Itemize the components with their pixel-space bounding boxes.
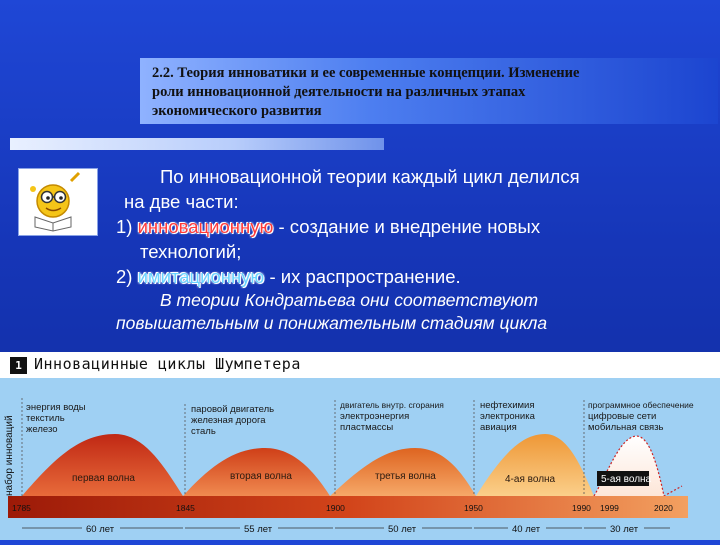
decorative-gradient-line [10, 138, 384, 150]
wave-3-label: третья волна [375, 471, 436, 482]
wave-3-area [330, 448, 476, 496]
wave-2-innovation-1: паровой двигатель [191, 404, 274, 415]
list-item-1-text: - создание и внедрение новых [273, 216, 541, 237]
slide-title: 2.2. Теория инноватики и ее современные … [152, 64, 712, 121]
paragraph-intro-cont: на две части: [124, 191, 239, 212]
wave-1-innovation-2: текстиль [26, 413, 65, 424]
wave-4-area [476, 434, 594, 496]
clipart-box [18, 168, 98, 236]
duration-label-1: 60 лет [86, 524, 115, 535]
list-item-2: 2) имитационную - их распространение. [116, 264, 716, 289]
wave-5-label: 5-ая волна [601, 474, 652, 485]
list-item-1: 1) инновационную - создание и внедрение … [116, 214, 716, 239]
year-label-1: 1785 [12, 503, 31, 513]
chart-body: набор инноваций энергия воды текстиль [0, 378, 720, 540]
wave-3-innovation-3: пластмассы [340, 422, 393, 433]
duration-label-5: 30 лет [610, 524, 639, 535]
list-item-1-number: 1) [116, 216, 133, 237]
wave-3-innovation-2: электроэнергия [340, 411, 409, 422]
chart-header: 1 Инновацинные циклы Шумпетера [0, 352, 720, 380]
chart-title: Инновацинные циклы Шумпетера [34, 355, 301, 373]
wave-2-innovation-3: сталь [191, 426, 216, 437]
wave-4-innovation-1: нефтехимия [480, 400, 535, 411]
list-item-2-text: - их распространение. [264, 266, 461, 287]
smiley-reading-icon [30, 171, 81, 232]
wave-4-innovation-2: электроника [480, 411, 536, 422]
wave-1-innovation-3: железо [26, 424, 57, 435]
title-bar [140, 58, 718, 124]
year-label-7: 2020 [654, 503, 673, 513]
duration-label-2: 55 лет [244, 524, 273, 535]
italic-line-1: В теории Кондратьева они соответствуют [160, 290, 539, 310]
year-label-3: 1900 [326, 503, 345, 513]
waves-svg: набор инноваций энергия воды текстиль [3, 398, 694, 535]
wave-2-innovation-2: железная дорога [191, 415, 266, 426]
wave-4-innovation-3: авиация [480, 422, 517, 433]
slide-title-line-2: роли инновационной деятельности на разли… [152, 84, 526, 100]
list-item-2-number: 2) [116, 266, 133, 287]
slide-title-line-3: экономического развития [152, 103, 322, 119]
chart-number-icon: 1 [10, 357, 27, 374]
wave-2-label: вторая волна [230, 471, 292, 482]
italic-line-2: повышательным и понижательным стадиям ци… [116, 313, 548, 333]
duration-label-3: 50 лет [388, 524, 417, 535]
year-label-2: 1845 [176, 503, 195, 513]
wave-2-area [183, 448, 330, 496]
schumpeter-cycles-chart: 1 Инновацинные циклы Шумпетера набор инн… [0, 352, 720, 540]
wave-5-innovation-3: мобильная связь [588, 422, 664, 433]
wave-1-label: первая волна [72, 473, 135, 484]
paragraph-intro: По инновационной теории каждый цикл дели… [160, 166, 580, 187]
year-label-4: 1950 [464, 503, 483, 513]
wave-1-area [22, 434, 183, 496]
year-label-6: 1999 [600, 503, 619, 513]
keyword-innovative: инновационную [137, 216, 274, 237]
wave-4-label: 4-ая волна [505, 474, 556, 485]
wave-5-innovation-1: программное обеспечение [588, 400, 694, 410]
list-item-1-cont: технологий; [140, 241, 242, 262]
wave-5-innovation-2: цифровые сети [588, 411, 656, 422]
year-label-5: 1990 [572, 503, 591, 513]
slide-title-line-1: 2.2. Теория инноватики и ее современные … [152, 65, 580, 81]
wave-1-innovation-1: энергия воды [26, 402, 86, 413]
timeline-axis [8, 496, 688, 518]
wave-3-innovation-1: двигатель внутр. сгорания [340, 400, 444, 410]
keyword-imitative: имитационную [137, 266, 265, 287]
y-axis-label: набор инноваций [3, 415, 15, 496]
wave-5-dotted-outline [593, 435, 683, 497]
wave-5-label-bg [597, 471, 649, 486]
duration-label-4: 40 лет [512, 524, 541, 535]
wave-5-area [594, 436, 664, 496]
main-text-block: По инновационной теории каждый цикл дели… [116, 164, 716, 335]
